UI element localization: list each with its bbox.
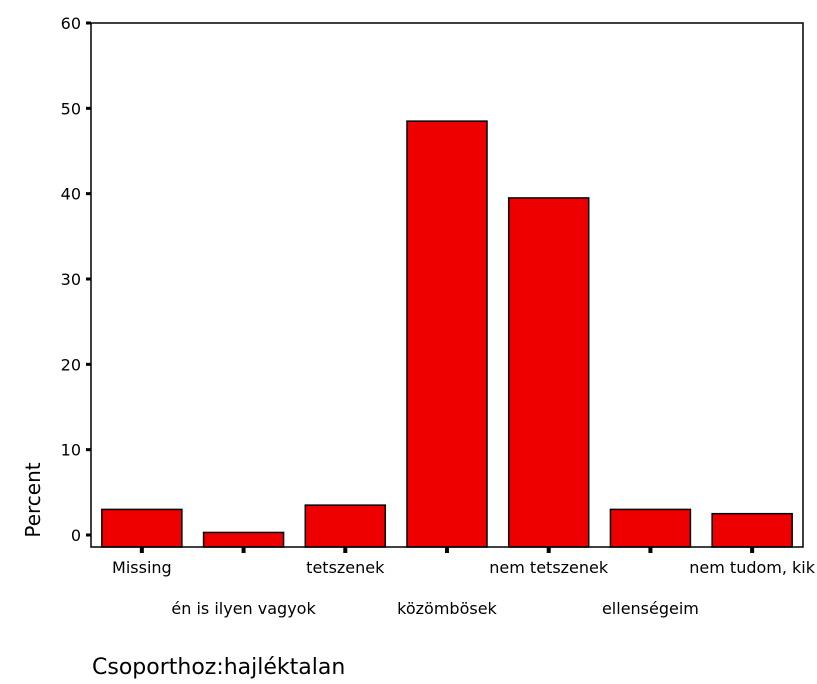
y-tick-label: 20 (61, 355, 81, 374)
x-tick-label: Missing (112, 558, 172, 577)
bar (609, 508, 692, 548)
bar (101, 508, 183, 548)
y-axis-title: Percent (21, 462, 45, 537)
y-tick-label: 30 (61, 270, 81, 289)
x-tick (546, 547, 551, 553)
x-tick-label: közömbösek (397, 599, 497, 618)
x-axis-title: Csoporthoz:hajléktalan (92, 655, 345, 680)
y-tick-label: 10 (61, 441, 81, 460)
x-tick (241, 547, 246, 553)
bars-group (101, 120, 793, 548)
labels-group: 0 10 20 30 40 50 60 Missing én is ilyen vagyok te… (61, 14, 816, 618)
y-tick-label: 50 (61, 99, 81, 118)
bar (507, 197, 590, 548)
x-tick (750, 547, 755, 553)
bar (202, 531, 285, 548)
bar (304, 504, 387, 548)
axes-group (86, 21, 804, 553)
x-tick-label: nem tetszenek (489, 558, 609, 577)
x-tick (139, 547, 144, 553)
x-tick-label: nem tudom, kik (689, 558, 815, 577)
x-tick (445, 547, 449, 553)
x-tick-label: ellenségeim (602, 599, 699, 618)
y-tick-label: 40 (61, 185, 81, 204)
x-tick (343, 547, 348, 553)
x-tick-label: én is ilyen vagyok (171, 599, 316, 618)
y-tick-label: 0 (71, 526, 81, 545)
bar (711, 512, 793, 548)
x-tick-label: tetszenek (306, 558, 385, 577)
x-tick (648, 547, 653, 553)
bar (406, 120, 488, 548)
y-tick-label: 60 (61, 14, 81, 33)
